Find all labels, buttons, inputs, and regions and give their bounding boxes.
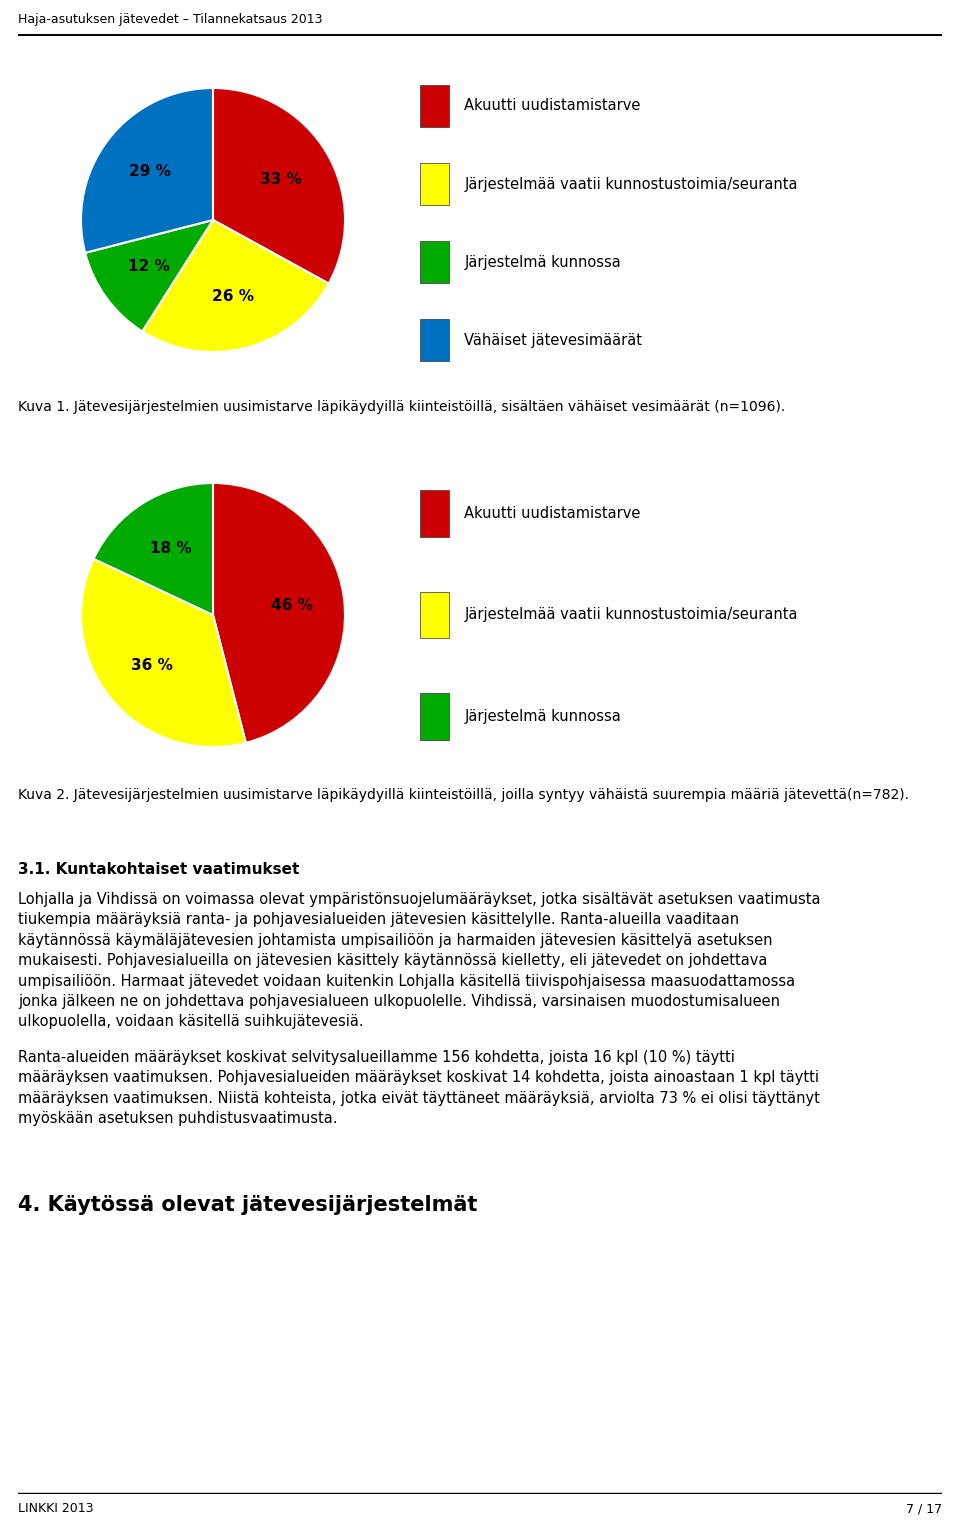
Text: Vähäiset jätevesimäärät: Vähäiset jätevesimäärät: [465, 333, 642, 348]
Text: 18 %: 18 %: [150, 540, 191, 555]
Text: 29 %: 29 %: [130, 163, 171, 179]
Bar: [420, 241, 448, 282]
Bar: [420, 592, 448, 638]
Text: Järjestelmää vaatii kunnostustoimia/seuranta: Järjestelmää vaatii kunnostustoimia/seur…: [465, 177, 798, 191]
Bar: [420, 693, 448, 740]
Wedge shape: [81, 89, 213, 253]
Text: Kuva 1. Jätevesijärjestelmien uusimistarve läpikäydyillä kiinteistöillä, sisältä: Kuva 1. Jätevesijärjestelmien uusimistar…: [18, 400, 785, 414]
Text: Järjestelmä kunnossa: Järjestelmä kunnossa: [465, 710, 621, 723]
Text: 7 / 17: 7 / 17: [906, 1503, 942, 1515]
Text: 12 %: 12 %: [128, 259, 170, 275]
Wedge shape: [142, 220, 328, 353]
Text: 36 %: 36 %: [131, 658, 173, 673]
Text: Akuutti uudistamistarve: Akuutti uudistamistarve: [465, 507, 640, 520]
Text: 33 %: 33 %: [260, 172, 302, 188]
Text: Haja-asutuksen jätevedet – Tilannekatsaus 2013: Haja-asutuksen jätevedet – Tilannekatsau…: [18, 12, 323, 26]
Text: Lohjalla ja Vihdissä on voimassa olevat ympäristönsuojelumääräykset, jotka sisäl: Lohjalla ja Vihdissä on voimassa olevat …: [18, 893, 821, 1030]
Wedge shape: [93, 484, 213, 615]
Bar: [420, 85, 448, 127]
Text: Akuutti uudistamistarve: Akuutti uudistamistarve: [465, 99, 640, 113]
Text: 46 %: 46 %: [271, 598, 313, 612]
Text: 3.1. Kuntakohtaiset vaatimukset: 3.1. Kuntakohtaiset vaatimukset: [18, 862, 300, 877]
Text: Järjestelmää vaatii kunnostustoimia/seuranta: Järjestelmää vaatii kunnostustoimia/seur…: [465, 607, 798, 623]
Text: 26 %: 26 %: [212, 290, 253, 304]
Wedge shape: [213, 484, 345, 743]
Text: Järjestelmä kunnossa: Järjestelmä kunnossa: [465, 255, 621, 270]
Text: LINKKI 2013: LINKKI 2013: [18, 1503, 93, 1515]
Bar: [420, 163, 448, 204]
Text: 4. Käytössä olevat jätevesijärjestelmät: 4. Käytössä olevat jätevesijärjestelmät: [18, 1195, 477, 1215]
Wedge shape: [213, 89, 345, 284]
Bar: [420, 319, 448, 362]
Text: Ranta-alueiden määräykset koskivat selvitysalueillamme 156 kohdetta, joista 16 k: Ranta-alueiden määräykset koskivat selvi…: [18, 1050, 820, 1126]
Wedge shape: [81, 559, 246, 748]
Text: Kuva 2. Jätevesijärjestelmien uusimistarve läpikäydyillä kiinteistöillä, joilla : Kuva 2. Jätevesijärjestelmien uusimistar…: [18, 787, 909, 803]
Wedge shape: [85, 220, 213, 331]
Bar: [420, 490, 448, 537]
